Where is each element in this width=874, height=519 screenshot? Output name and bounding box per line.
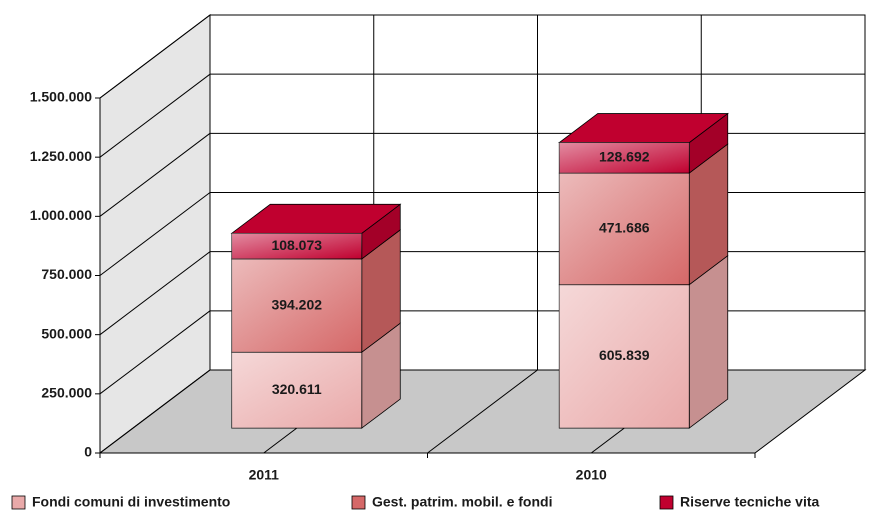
y-tick-label: 1.500.000 <box>30 89 92 105</box>
bar-shine <box>231 233 362 259</box>
legend-swatch <box>659 495 674 510</box>
value-label: 471.686 <box>599 220 650 236</box>
grid-line <box>99 369 211 454</box>
floor-line <box>427 369 538 454</box>
grid-line <box>99 73 211 158</box>
y-tick-label: 1.250.000 <box>30 148 92 164</box>
value-label: 605.839 <box>599 347 650 363</box>
value-label: 128.692 <box>599 149 650 165</box>
bar-shine <box>231 352 362 429</box>
grid-line <box>99 132 211 217</box>
legend-label: Fondi comuni di investimento <box>32 494 230 510</box>
value-label: 320.611 <box>272 381 322 397</box>
legend-swatch <box>351 495 366 510</box>
y-tick-label: 750.000 <box>41 266 92 282</box>
bar-shine <box>231 258 362 353</box>
value-label: 108.073 <box>271 237 322 253</box>
bar-shine <box>559 284 690 429</box>
y-tick-label: 250.000 <box>41 385 92 401</box>
value-label: 394.202 <box>271 296 322 312</box>
grid-line <box>99 251 211 336</box>
bar-side <box>688 254 729 429</box>
y-tick-label: 500.000 <box>41 325 92 341</box>
x-tick-label: 2011 <box>249 467 280 483</box>
bar-shine <box>559 142 690 174</box>
legend-label: Gest. patrim. mobil. e fondi <box>372 494 552 510</box>
grid-line <box>99 192 211 276</box>
legend-swatch <box>11 495 26 510</box>
grid-line <box>99 14 211 99</box>
bar-shine <box>559 173 690 285</box>
x-tick-label: 2010 <box>576 467 607 483</box>
legend-label: Riserve tecniche vita <box>680 494 820 510</box>
grid-line <box>99 310 211 395</box>
y-tick-label: 0 <box>84 444 92 460</box>
y-tick-label: 1.000.000 <box>30 207 92 223</box>
